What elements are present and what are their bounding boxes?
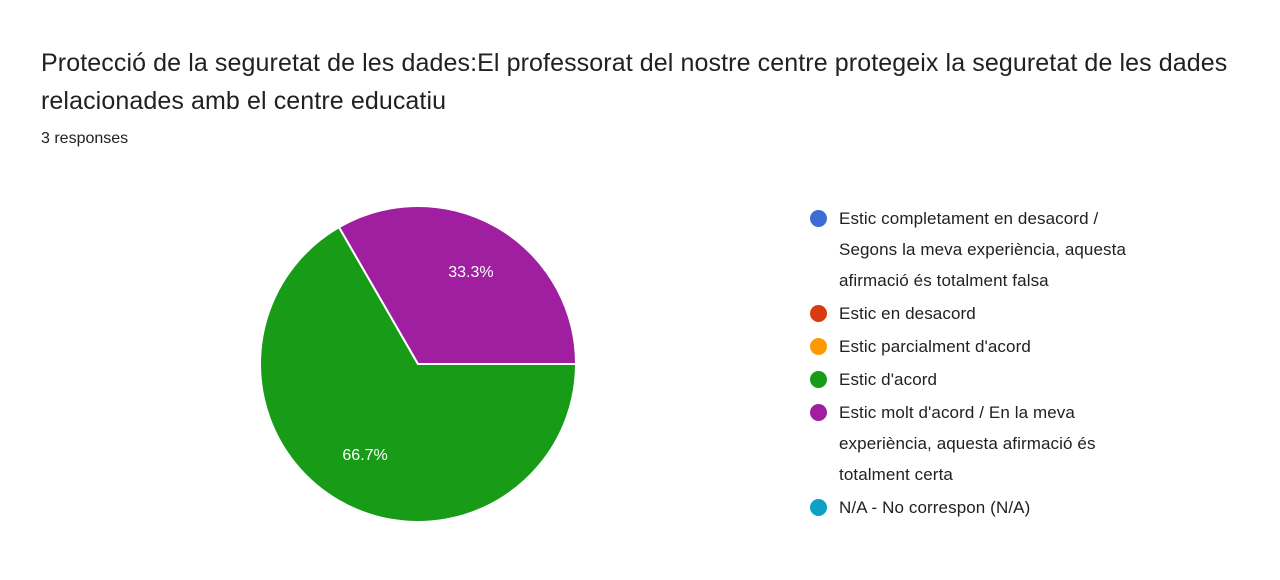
legend-label: Estic parcialment d'acord: [839, 337, 1031, 356]
pie-chart: 66.7% 33.3% Estic completament en desacor…: [0, 180, 1280, 580]
pie-svg: 66.7% 33.3%: [259, 205, 578, 524]
legend-swatch-icon: [810, 499, 827, 516]
legend-item-estic-d-acord: Estic d'acord: [810, 364, 1140, 395]
legend-swatch-icon: [810, 371, 827, 388]
legend-item-estic-en-desacord: Estic en desacord: [810, 298, 1140, 329]
legend-label: Estic completament en desacord / Segons …: [839, 209, 1127, 290]
legend-swatch-icon: [810, 305, 827, 322]
pie-slice-estic-molt-d-acord-en-la-meva-[interactable]: [337, 205, 578, 365]
legend-item-estic-molt-d-acord-en-la-meva-: Estic molt d'acord / En la meva experièn…: [810, 397, 1140, 490]
legend-label: Estic molt d'acord / En la meva experièn…: [839, 403, 1096, 484]
responses-count: 3 responses: [41, 130, 129, 147]
legend-swatch-icon: [810, 338, 827, 355]
legend-item-estic-parcialment-d-acord: Estic parcialment d'acord: [810, 331, 1140, 362]
question-title: Protecció de la seguretat de les dades:E…: [41, 49, 1228, 115]
pie-slice-estic-d-acord[interactable]: [259, 225, 578, 524]
legend: Estic completament en desacord / Segons …: [810, 203, 1140, 525]
legend-label: Estic en desacord: [839, 304, 976, 323]
legend-swatch-icon: [810, 404, 827, 421]
legend-label: N/A - No correspon (N/A): [839, 498, 1031, 517]
legend-item-estic-completament-en-desacord: Estic completament en desacord / Segons …: [810, 203, 1140, 296]
legend-item-n-a-no-correspon-n-a: N/A - No correspon (N/A): [810, 492, 1140, 523]
slice-percent-label: 66.7%: [342, 447, 387, 464]
legend-label: Estic d'acord: [839, 370, 938, 389]
legend-swatch-icon: [810, 210, 827, 227]
slice-percent-label: 33.3%: [448, 264, 493, 281]
chart-header: Protecció de la seguretat de les dades:E…: [41, 44, 1246, 149]
